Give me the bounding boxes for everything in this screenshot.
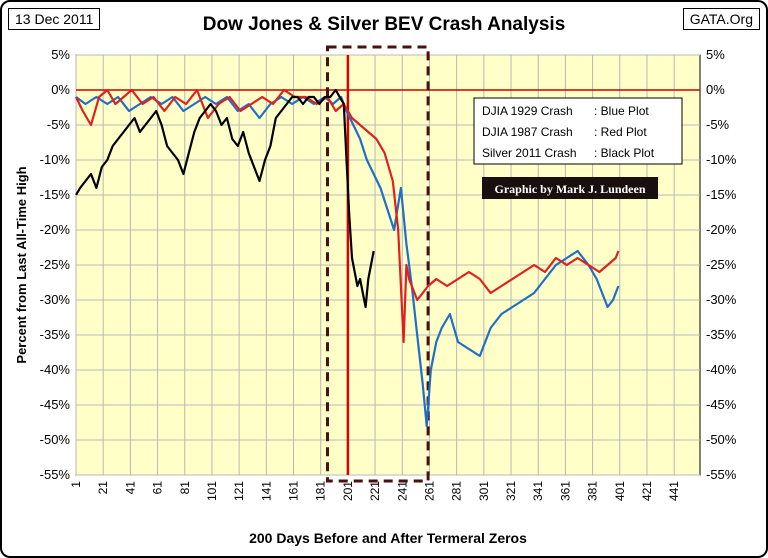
legend-entry-desc: : Blue Plot xyxy=(594,104,649,118)
legend-entry-name: DJIA 1929 Crash xyxy=(482,104,573,118)
y-tick-label-right: -10% xyxy=(706,152,737,167)
y-tick-label-right: -25% xyxy=(706,257,737,272)
crash-window-box xyxy=(326,45,430,483)
x-tick-label: 81 xyxy=(178,481,192,495)
crash-annotations xyxy=(76,45,700,483)
x-tick-label: 381 xyxy=(586,481,600,501)
y-tick-label-left: -35% xyxy=(40,327,71,342)
x-tick-label: 201 xyxy=(341,481,355,501)
y-tick-label-right: -45% xyxy=(706,397,737,412)
y-tick-label-left: -50% xyxy=(40,432,71,447)
y-tick-label-right: -15% xyxy=(706,187,737,202)
y-tick-label-right: -5% xyxy=(706,117,730,132)
source-label: GATA.Org xyxy=(682,8,760,30)
grid xyxy=(75,54,700,476)
legend-entry-name: Silver 2011 Crash xyxy=(482,146,577,160)
x-tick-label: 101 xyxy=(205,481,219,501)
x-tick-label: 341 xyxy=(531,481,545,501)
y-tick-label-right: -50% xyxy=(706,432,737,447)
legend-entry-name: DJIA 1987 Crash xyxy=(482,125,573,139)
y-axis-title: Percent from Last All-Time High xyxy=(14,166,29,363)
x-tick-label: 401 xyxy=(613,481,627,501)
series-line-djia-1929-crash xyxy=(75,95,620,428)
legend-box xyxy=(473,97,683,165)
y-tick-label-left: -30% xyxy=(40,292,71,307)
x-tick-label: 41 xyxy=(123,481,137,495)
date-label: 13 Dec 2011 xyxy=(8,8,101,30)
legend: DJIA 1929 Crash : Blue Plot DJIA 1987 Cr… xyxy=(473,97,683,165)
series-line-djia-1987-crash xyxy=(75,88,620,344)
y-tick-label-left: -20% xyxy=(40,222,71,237)
y-tick-label-left: 0% xyxy=(51,82,70,97)
x-tick-label: 121 xyxy=(232,481,246,501)
y-tick-label-left: -10% xyxy=(40,152,71,167)
x-tick-label: 361 xyxy=(558,481,572,501)
legend-entry-desc: : Black Plot xyxy=(594,146,655,160)
x-tick-label: 241 xyxy=(395,481,409,501)
x-tick-label: 21 xyxy=(96,481,110,495)
x-tick-label: 321 xyxy=(504,481,518,501)
x-tick-label: 181 xyxy=(314,481,328,501)
y-tick-label-left: -15% xyxy=(40,187,71,202)
x-tick-label: 61 xyxy=(151,481,165,495)
x-axis-title: 200 Days Before and After Termeral Zeros xyxy=(249,530,527,546)
series-layer xyxy=(75,88,620,428)
y-tick-label-right: -20% xyxy=(706,222,737,237)
y-tick-label-left: -55% xyxy=(40,467,71,482)
y-tick-label-left: -45% xyxy=(40,397,71,412)
x-tick-label: 161 xyxy=(287,481,301,501)
y-tick-label-right: 0% xyxy=(706,82,725,97)
y-tick-label-right: -35% xyxy=(706,327,737,342)
x-tick-label: 421 xyxy=(640,481,654,501)
x-tick-label: 441 xyxy=(667,481,681,501)
credit-box xyxy=(482,177,658,199)
chart-title: Dow Jones & Silver BEV Crash Analysis xyxy=(203,14,566,35)
legend-entry-desc: : Red Plot xyxy=(594,125,647,139)
y-tick-label-left: 5% xyxy=(51,47,70,62)
y-tick-label-right: 5% xyxy=(706,47,725,62)
x-tick-label: 1 xyxy=(69,481,83,488)
x-tick-label: 301 xyxy=(477,481,491,501)
x-tick-label: 221 xyxy=(368,481,382,501)
y-tick-label-right: -55% xyxy=(706,467,737,482)
credit-banner: Graphic by Mark J. Lundeen xyxy=(482,177,658,199)
y-tick-label-left: -25% xyxy=(40,257,71,272)
axis-ticks: 5% 5% 0% 0% -5% -5% -10% -10% -15% -15% -20% -20% -2… xyxy=(40,47,737,501)
series-line-silver-2011-crash xyxy=(75,88,375,309)
y-tick-label-right: -40% xyxy=(706,362,737,377)
y-tick-label-left: -5% xyxy=(47,117,71,132)
x-tick-label: 281 xyxy=(450,481,464,501)
x-tick-label: 261 xyxy=(422,481,436,501)
y-tick-label-right: -30% xyxy=(706,292,737,307)
credit-text: Graphic by Mark J. Lundeen xyxy=(494,182,645,196)
x-tick-label: 141 xyxy=(259,481,273,501)
y-tick-label-left: -40% xyxy=(40,362,71,377)
